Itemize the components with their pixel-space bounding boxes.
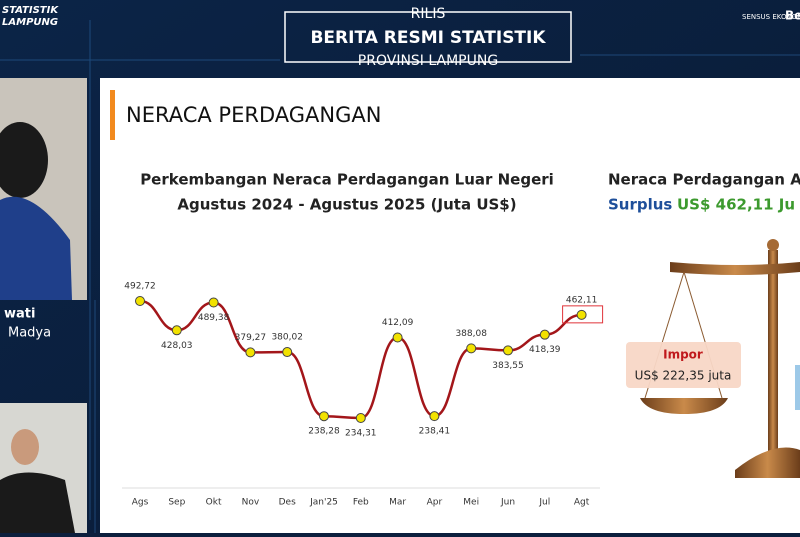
marker <box>319 411 329 422</box>
marker <box>429 411 440 422</box>
marker <box>466 343 477 354</box>
value-label: 379,27 <box>235 333 267 343</box>
chart-subtitle: Agustus 2024 - Agustus 2025 (Juta US$) <box>177 196 516 214</box>
kicker: RILIS <box>411 6 446 22</box>
x-tick-label: Feb <box>353 498 369 508</box>
line-chart: 492,72 Ags 428,03 Sep 489,38 Okt 379,27 Nov 380,… <box>124 282 604 508</box>
marker <box>355 413 366 423</box>
side-label: Surplus <box>608 196 672 214</box>
scale-label: Impor <box>663 348 703 362</box>
value-label: 462,11 <box>566 295 598 305</box>
speaker-figure <box>0 196 72 300</box>
speaker-figure <box>0 122 48 198</box>
x-tick-label: Jun <box>500 498 515 508</box>
marker <box>245 347 256 358</box>
marker <box>576 309 587 320</box>
speaker-name: wati <box>4 307 35 322</box>
value-label: 238,28 <box>308 427 340 437</box>
logo-cut: Be <box>785 9 800 23</box>
marker <box>539 329 550 340</box>
title-frame <box>284 11 572 63</box>
x-tick-label: Apr <box>427 498 443 508</box>
value-label: 428,03 <box>161 341 193 351</box>
chart-title: Perkembangan Neraca Perdagangan Luar Neg… <box>140 171 554 189</box>
x-tick-label: Jul <box>538 498 550 508</box>
marker <box>171 325 182 336</box>
scale-box <box>626 342 741 388</box>
marker <box>503 345 513 356</box>
value-label: 234,31 <box>345 429 377 439</box>
x-tick-label: Nov <box>242 498 260 508</box>
marker <box>135 296 145 306</box>
x-tick-label: Des <box>279 498 296 508</box>
scale-value: US$ 222,35 juta <box>635 369 732 383</box>
highlight-box <box>562 305 604 324</box>
value-label: 388,08 <box>455 329 487 339</box>
banner-title: BERITA RESMI STATISTIK <box>310 28 546 48</box>
x-tick-label: Mei <box>463 498 479 508</box>
value-label: 412,09 <box>382 318 414 328</box>
side-value: US$ 462,11 Ju <box>677 196 795 214</box>
slide-title: NERACA PERDAGANGAN <box>126 103 381 127</box>
value-label: 383,55 <box>492 361 524 371</box>
org-line: STATISTIK <box>2 5 59 16</box>
marker <box>392 332 403 343</box>
x-tick-label: Ags <box>132 498 149 508</box>
x-tick-label: Okt <box>206 498 222 508</box>
value-label: 492,72 <box>124 282 156 292</box>
speaker-figure <box>0 472 75 533</box>
marker <box>208 297 219 308</box>
logo-text: SENSUS EKONOMI 2026 <box>742 13 800 21</box>
x-tick-label: Sep <box>168 498 185 508</box>
banner-subtitle: PROVINSI LAMPUNG <box>358 53 498 69</box>
x-tick-label: Jan'25 <box>309 498 338 508</box>
x-tick-label: Agt <box>574 498 590 508</box>
tech-lines <box>0 20 800 533</box>
side-title: Neraca Perdagangan A <box>608 171 800 189</box>
marker <box>282 347 293 358</box>
scale-illustration <box>640 239 800 478</box>
speaker-role: Madya <box>8 326 51 341</box>
value-label: 418,39 <box>529 345 561 355</box>
value-label: 380,02 <box>271 333 303 343</box>
speaker-figure <box>11 429 39 465</box>
value-label: 489,38 <box>198 313 230 323</box>
org-line: LAMPUNG <box>2 17 58 28</box>
value-label: 238,41 <box>419 427 451 437</box>
x-tick-label: Mar <box>389 498 406 508</box>
title-accent <box>110 90 115 140</box>
